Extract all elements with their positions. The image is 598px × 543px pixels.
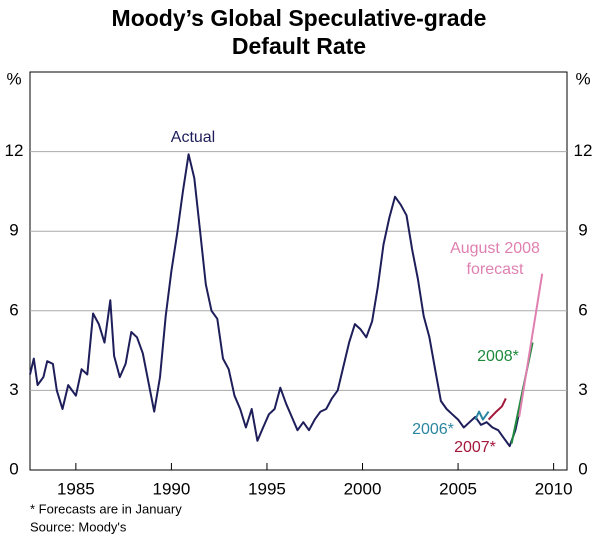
series-line xyxy=(487,397,507,421)
y-tick-label: 0 xyxy=(9,459,18,478)
series-line xyxy=(474,410,490,421)
y-tick-label: 9 xyxy=(578,221,587,240)
chart-title: Moody’s Global Speculative-grade xyxy=(112,5,487,31)
y-axis-unit: % xyxy=(575,69,590,88)
series-label: Actual xyxy=(171,129,215,146)
y-axis-unit: % xyxy=(6,69,21,88)
y-tick-label: 3 xyxy=(9,380,18,399)
x-tick-label: 1990 xyxy=(153,479,191,498)
series-line xyxy=(518,273,544,418)
footnote: * Forecasts are in January xyxy=(30,501,182,516)
series-label: 2007* xyxy=(454,439,496,456)
x-tick-label: 1985 xyxy=(57,479,95,498)
series-line xyxy=(29,153,523,448)
x-tick-label: 2005 xyxy=(439,479,477,498)
series-label: August 2008 forecast xyxy=(450,240,540,278)
plot-frame xyxy=(29,71,568,471)
x-tick-label: 2000 xyxy=(344,479,382,498)
x-tick-label: 1995 xyxy=(248,479,286,498)
y-tick-label: 6 xyxy=(9,300,18,319)
y-tick-label: 6 xyxy=(578,300,587,319)
source: Source: Moody's xyxy=(30,519,127,534)
y-tick-label: 0 xyxy=(578,459,587,478)
y-tick-label: 3 xyxy=(578,380,587,399)
series-label: 2006* xyxy=(412,421,454,438)
x-tick-label: 2010 xyxy=(535,479,573,498)
y-tick-label: 12 xyxy=(574,141,593,160)
chart-title: Default Rate xyxy=(232,33,366,59)
y-tick-label: 9 xyxy=(9,221,18,240)
y-tick-label: 12 xyxy=(5,141,24,160)
series-label: 2008* xyxy=(477,348,519,365)
